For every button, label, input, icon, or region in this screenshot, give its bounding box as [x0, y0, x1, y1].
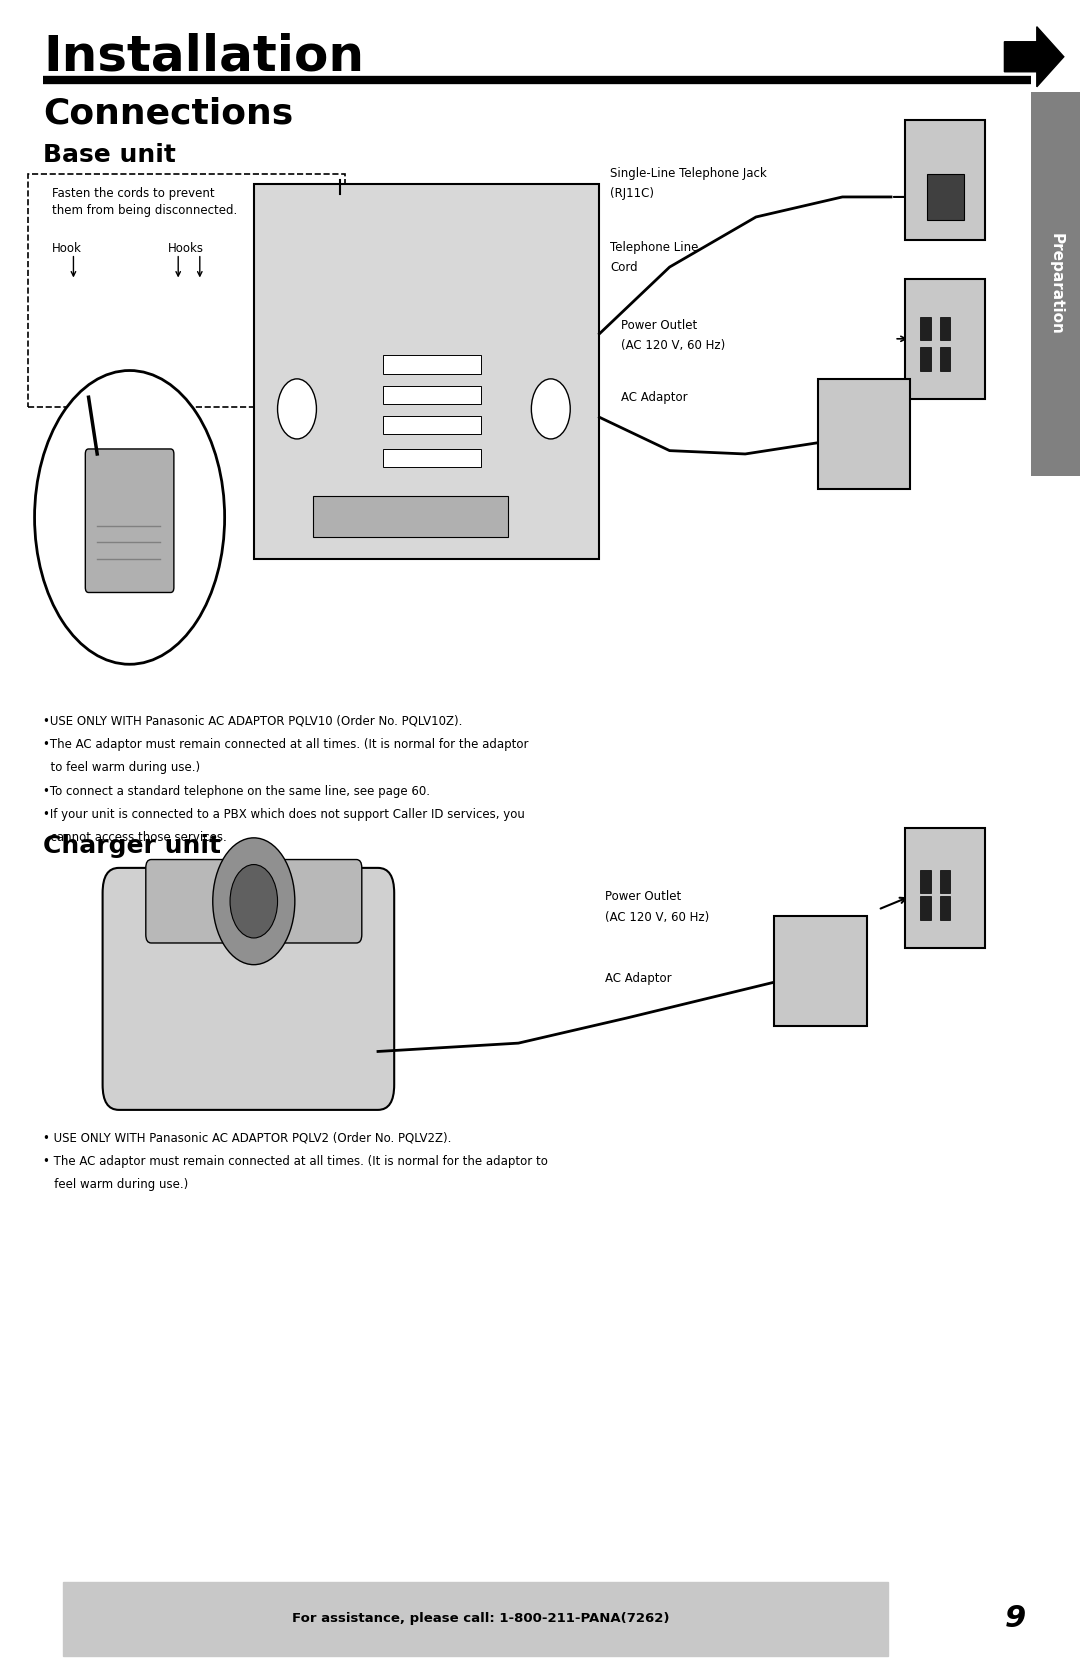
Text: (AC 120 V, 60 Hz): (AC 120 V, 60 Hz) [621, 339, 726, 352]
Text: Preparation: Preparation [1049, 232, 1064, 335]
Text: to feel warm during use.): to feel warm during use.) [43, 761, 200, 774]
Text: AC Adaptor: AC Adaptor [621, 391, 688, 404]
Text: AC Adaptor: AC Adaptor [605, 971, 672, 985]
Text: Power Outlet: Power Outlet [605, 890, 681, 903]
Text: Fasten the cords to prevent: Fasten the cords to prevent [52, 187, 215, 200]
Text: Hook: Hook [52, 242, 82, 255]
Text: cannot access those services.: cannot access those services. [43, 831, 227, 845]
Circle shape [230, 865, 278, 938]
Circle shape [35, 371, 225, 664]
FancyBboxPatch shape [313, 496, 508, 537]
Text: • USE ONLY WITH Panasonic AC ADAPTOR PQLV2 (Order No. PQLV2Z).: • USE ONLY WITH Panasonic AC ADAPTOR PQL… [43, 1132, 451, 1145]
FancyBboxPatch shape [905, 279, 985, 399]
FancyBboxPatch shape [920, 317, 931, 340]
Text: antenna.: antenna. [73, 618, 126, 631]
FancyBboxPatch shape [146, 860, 362, 943]
Text: (RJ11C): (RJ11C) [610, 187, 654, 200]
FancyBboxPatch shape [383, 449, 481, 467]
Polygon shape [1004, 27, 1064, 87]
FancyBboxPatch shape [383, 416, 481, 434]
FancyBboxPatch shape [254, 184, 599, 559]
FancyBboxPatch shape [774, 916, 867, 1026]
Text: Hooks: Hooks [167, 242, 203, 255]
Text: Base unit: Base unit [43, 144, 176, 167]
Circle shape [213, 838, 295, 965]
Text: Raise the: Raise the [73, 598, 129, 611]
FancyBboxPatch shape [940, 347, 950, 371]
Text: Cord: Cord [610, 260, 638, 274]
Text: 9: 9 [1004, 1604, 1026, 1634]
Text: •If your unit is connected to a PBX which does not support Caller ID services, y: •If your unit is connected to a PBX whic… [43, 808, 525, 821]
Text: For assistance, please call: 1-800-211-PANA(7262): For assistance, please call: 1-800-211-P… [292, 1612, 670, 1626]
FancyBboxPatch shape [818, 379, 910, 489]
Text: Connections: Connections [43, 97, 294, 130]
Text: • The AC adaptor must remain connected at all times. (It is normal for the adapt: • The AC adaptor must remain connected a… [43, 1155, 548, 1168]
FancyBboxPatch shape [905, 120, 985, 240]
Circle shape [531, 379, 570, 439]
Text: •The AC adaptor must remain connected at all times. (It is normal for the adapto: •The AC adaptor must remain connected at… [43, 738, 529, 751]
Text: Charger unit: Charger unit [43, 834, 221, 858]
FancyBboxPatch shape [905, 828, 985, 948]
Circle shape [278, 379, 316, 439]
Text: •To connect a standard telephone on the same line, see page 60.: •To connect a standard telephone on the … [43, 784, 430, 798]
FancyBboxPatch shape [383, 386, 481, 404]
Text: feel warm during use.): feel warm during use.) [43, 1178, 188, 1192]
FancyBboxPatch shape [85, 449, 174, 592]
FancyBboxPatch shape [940, 896, 950, 920]
FancyBboxPatch shape [1031, 92, 1080, 476]
FancyBboxPatch shape [63, 1582, 888, 1656]
Text: (AC 120 V, 60 Hz): (AC 120 V, 60 Hz) [605, 911, 710, 925]
FancyBboxPatch shape [940, 317, 950, 340]
FancyBboxPatch shape [383, 355, 481, 374]
FancyBboxPatch shape [103, 868, 394, 1110]
FancyBboxPatch shape [940, 870, 950, 893]
FancyBboxPatch shape [927, 174, 964, 220]
FancyBboxPatch shape [920, 896, 931, 920]
Text: them from being disconnected.: them from being disconnected. [52, 204, 238, 217]
Text: Installation: Installation [43, 33, 364, 80]
FancyBboxPatch shape [28, 174, 345, 407]
Text: •USE ONLY WITH Panasonic AC ADAPTOR PQLV10 (Order No. PQLV10Z).: •USE ONLY WITH Panasonic AC ADAPTOR PQLV… [43, 714, 462, 728]
Text: Telephone Line: Telephone Line [610, 240, 699, 254]
FancyBboxPatch shape [920, 870, 931, 893]
Text: Power Outlet: Power Outlet [621, 319, 698, 332]
FancyBboxPatch shape [920, 347, 931, 371]
Text: Single-Line Telephone Jack: Single-Line Telephone Jack [610, 167, 767, 180]
